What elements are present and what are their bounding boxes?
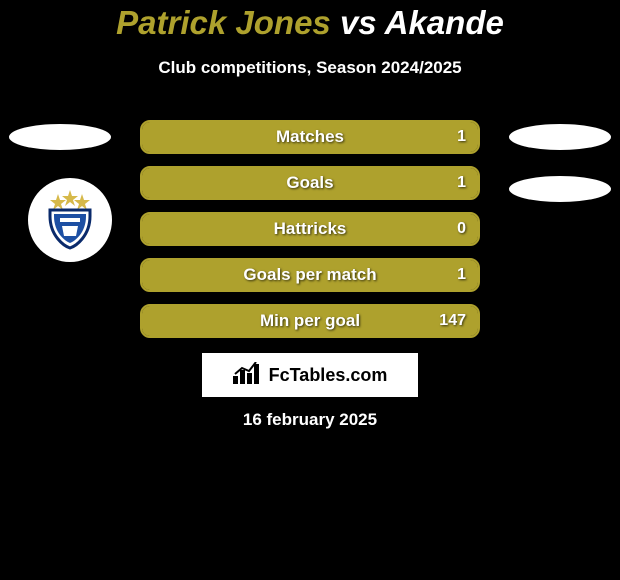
stat-label: Goals per match <box>142 260 478 290</box>
stat-label: Hattricks <box>142 214 478 244</box>
bar-chart-icon <box>233 362 261 389</box>
stat-value: 1 <box>457 168 466 198</box>
stat-row: Goals1 <box>140 166 480 200</box>
stat-value: 147 <box>439 306 466 336</box>
brand-text: FcTables.com <box>269 365 388 386</box>
stats-rows: Matches1Goals1Hattricks0Goals per match1… <box>140 120 480 350</box>
stat-value: 0 <box>457 214 466 244</box>
stat-value: 1 <box>457 122 466 152</box>
stat-label: Matches <box>142 122 478 152</box>
stat-row: Goals per match1 <box>140 258 480 292</box>
brand-badge[interactable]: FcTables.com <box>202 353 418 397</box>
club-crest-icon <box>28 178 112 262</box>
subtitle: Club competitions, Season 2024/2025 <box>0 58 620 78</box>
player1-name: Patrick Jones <box>116 4 331 41</box>
player2-club-placeholder-icon <box>509 176 611 202</box>
stat-label: Goals <box>142 168 478 198</box>
stat-row: Matches1 <box>140 120 480 154</box>
comparison-title: Patrick Jones vs Akande <box>0 0 620 42</box>
stat-value: 1 <box>457 260 466 290</box>
player2-placeholder-icon <box>509 124 611 150</box>
player2-name: Akande <box>385 4 504 41</box>
stat-label: Min per goal <box>142 306 478 336</box>
date-label: 16 february 2025 <box>0 410 620 430</box>
player1-placeholder-icon <box>9 124 111 150</box>
stat-row: Min per goal147 <box>140 304 480 338</box>
stat-row: Hattricks0 <box>140 212 480 246</box>
vs-text: vs <box>340 4 377 41</box>
